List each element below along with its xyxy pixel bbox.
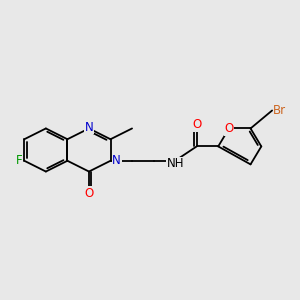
Text: O: O (224, 122, 234, 135)
Text: NH: NH (167, 157, 184, 170)
Text: Br: Br (273, 104, 286, 117)
Text: O: O (192, 118, 201, 131)
Text: F: F (16, 154, 22, 167)
Text: N: N (85, 121, 93, 134)
Text: N: N (112, 154, 121, 167)
Text: O: O (84, 187, 94, 200)
